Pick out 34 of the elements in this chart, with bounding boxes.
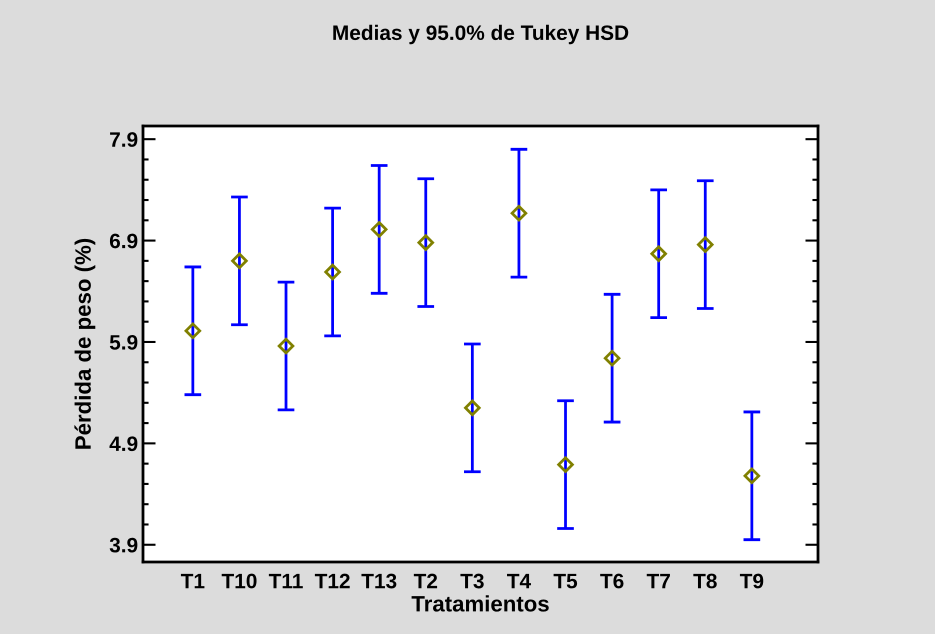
point — [418, 234, 434, 251]
chart-title: Medias y 95.0% de Tukey HSD — [333, 24, 628, 44]
y-axis-title: Pérdida de peso (%) — [74, 238, 96, 449]
x-tick-label: T11 — [268, 574, 303, 588]
y-tick-label: 7.9 — [110, 132, 138, 147]
point — [510, 204, 528, 222]
x-tick-label: T8 — [693, 574, 717, 588]
x-tick-label: T12 — [314, 574, 350, 588]
x-tick-label: T9 — [740, 574, 764, 588]
y-tick-label: 3.9 — [110, 538, 138, 553]
x-tick-label: T4 — [507, 574, 531, 588]
point — [744, 468, 760, 484]
y-tick-label: 6.9 — [110, 234, 138, 248]
x-tick-label: T7 — [646, 574, 670, 588]
y-tick-label: 4.9 — [109, 436, 138, 452]
x-tick-label: T13 — [361, 574, 396, 588]
point — [464, 400, 481, 416]
point — [370, 221, 388, 238]
x-tick-label: T1 — [180, 574, 204, 588]
point — [697, 236, 714, 253]
x-tick-label: T6 — [600, 574, 624, 588]
point — [604, 350, 620, 366]
point — [184, 322, 202, 340]
x-tick-label: T2 — [414, 574, 438, 588]
x-tick-label: T5 — [554, 574, 578, 588]
x-tick-label: T10 — [222, 574, 257, 588]
point — [324, 264, 341, 280]
x-tick-label: T3 — [460, 574, 484, 588]
point — [231, 252, 248, 270]
point — [650, 245, 667, 262]
point — [557, 456, 574, 473]
y-tick-label: 5.9 — [110, 334, 138, 350]
point — [278, 338, 294, 354]
x-axis-title: Tratamientos — [412, 595, 549, 612]
